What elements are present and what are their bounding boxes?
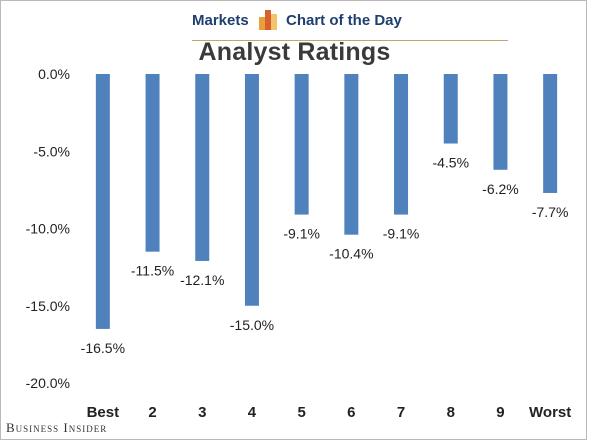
bar — [294, 74, 309, 215]
bar-value-label: -15.0% — [230, 317, 274, 333]
y-tick-label: -20.0% — [26, 375, 70, 391]
category-label: 9 — [496, 404, 504, 421]
category-label: 3 — [198, 404, 206, 421]
bar — [344, 74, 359, 235]
category-label: Worst — [529, 404, 571, 421]
bar-value-label: -9.1% — [383, 226, 420, 242]
y-tick-label: -5.0% — [33, 143, 70, 159]
bar — [145, 74, 160, 252]
bar-value-label: -6.2% — [482, 181, 519, 197]
bar — [244, 74, 259, 306]
bar — [394, 74, 409, 215]
category-label: 7 — [397, 404, 405, 421]
category-label: 2 — [148, 404, 156, 421]
bar — [95, 74, 110, 329]
bar-value-label: -10.4% — [329, 246, 373, 262]
category-label: 8 — [447, 404, 455, 421]
bar-value-label: -7.7% — [532, 204, 569, 220]
bar — [493, 74, 508, 170]
y-tick-label: 0.0% — [38, 66, 70, 82]
category-label: 5 — [297, 404, 305, 421]
category-label: Best — [87, 404, 120, 421]
bar-value-label: -16.5% — [81, 340, 125, 356]
markets-label: Markets — [192, 12, 249, 29]
chart-of-the-day-label: Chart of the Day — [286, 12, 402, 29]
chart-header: Markets Chart of the Day — [0, 8, 589, 41]
bar-value-label: -12.1% — [180, 272, 224, 288]
bar — [195, 74, 210, 261]
category-label: 4 — [248, 404, 257, 421]
source-label: Business Insider — [6, 420, 108, 435]
bar-value-label: -9.1% — [283, 226, 320, 242]
bar — [443, 74, 458, 144]
bar-chart-icon — [259, 10, 277, 30]
y-tick-label: -15.0% — [26, 298, 70, 314]
bar-value-label: -11.5% — [131, 263, 174, 279]
chart-title: Analyst Ratings — [198, 38, 391, 66]
category-label: 6 — [347, 404, 355, 421]
bar — [543, 74, 558, 193]
y-tick-label: -10.0% — [26, 221, 70, 237]
header-divider — [192, 40, 508, 41]
bar-value-label: -4.5% — [432, 155, 469, 171]
